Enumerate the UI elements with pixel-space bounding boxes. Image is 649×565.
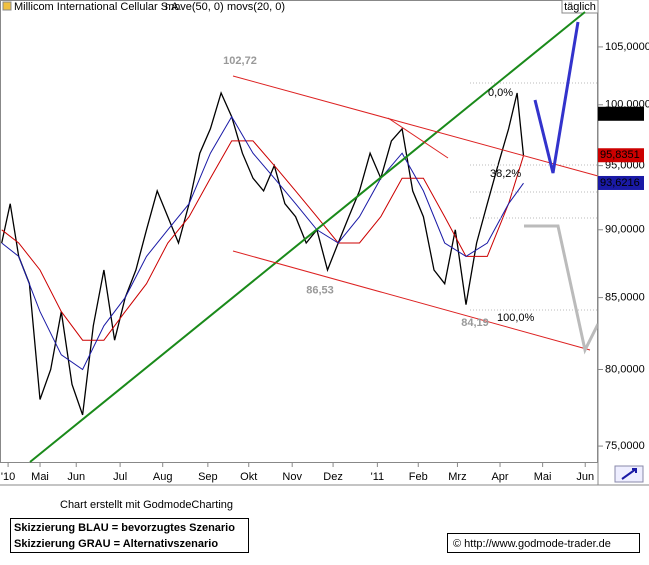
source-box	[447, 533, 640, 553]
fib-label: 38,2%	[490, 168, 521, 180]
x-tick-label: Apr	[491, 471, 508, 483]
fib-lines	[470, 82, 598, 311]
scenario-gray	[524, 224, 600, 355]
price-label: 95,8351	[600, 149, 640, 161]
legend-blue: Skizzierung BLAU = bevorzugtes Szenario	[14, 522, 235, 534]
y-tick-label: 95,0000	[605, 160, 645, 172]
x-tick-label: Mrz	[448, 471, 466, 483]
x-tick-label: Feb	[409, 471, 428, 483]
x-tick-label: Jun	[576, 471, 594, 483]
annotation: 102,72	[223, 55, 257, 67]
price-label-box	[598, 175, 644, 190]
x-tick-label: Aug	[153, 471, 173, 483]
price-label: 93,6216	[600, 177, 640, 189]
x-tick-label: '10	[1, 471, 15, 483]
trend-line	[29, 11, 586, 463]
x-tick-label: Jul	[113, 471, 127, 483]
legend-box	[10, 518, 249, 553]
moving-average	[1, 140, 524, 341]
nav-icon	[621, 468, 637, 480]
y-tick-label: 75,0000	[605, 440, 645, 452]
moving-average	[1, 115, 524, 371]
x-tick-label: Okt	[240, 471, 257, 483]
channel-line	[232, 250, 591, 351]
period: täglich	[564, 1, 596, 13]
icon	[2, 1, 12, 11]
price-label-box	[598, 106, 644, 121]
legend-entry: movs(20, 0)	[227, 1, 285, 13]
scenario-blue	[533, 21, 580, 174]
annotation: 84,19	[461, 317, 489, 329]
price-label: 99,2450	[600, 108, 640, 120]
x-tick-label: Sep	[198, 471, 218, 483]
chart-title: Millicom International Cellular S.A.	[14, 1, 182, 13]
x-tick-label: '11	[371, 471, 385, 483]
legend-entry: move(50, 0)	[165, 1, 224, 13]
x-tick-label: Nov	[282, 471, 302, 483]
price-line	[1, 91, 525, 416]
legend-gray: Skizzierung GRAU = Alternativszenario	[14, 538, 218, 550]
fib-label: 100,0%	[497, 312, 535, 324]
annotation: 86,53	[306, 284, 334, 296]
y-tick-label: 105,0000	[605, 41, 649, 53]
source: © http://www.godmode-trader.de	[453, 538, 611, 550]
y-tick-label: 85,0000	[605, 291, 645, 303]
price-label-box	[598, 148, 644, 163]
y-axis-panel	[598, 0, 649, 462]
x-tick-label: Mai	[534, 471, 552, 483]
fib-label: 0,0%	[488, 87, 513, 99]
trend-line	[387, 117, 449, 159]
channel-line	[232, 75, 599, 177]
x-tick-label: Dez	[323, 471, 343, 483]
x-tick-label: Jun	[67, 471, 85, 483]
x-tick-label: Mai	[31, 471, 49, 483]
credit: Chart erstellt mit GodmodeCharting	[60, 499, 233, 511]
y-tick-label: 80,0000	[605, 363, 645, 375]
y-tick-label: 90,0000	[605, 224, 645, 236]
